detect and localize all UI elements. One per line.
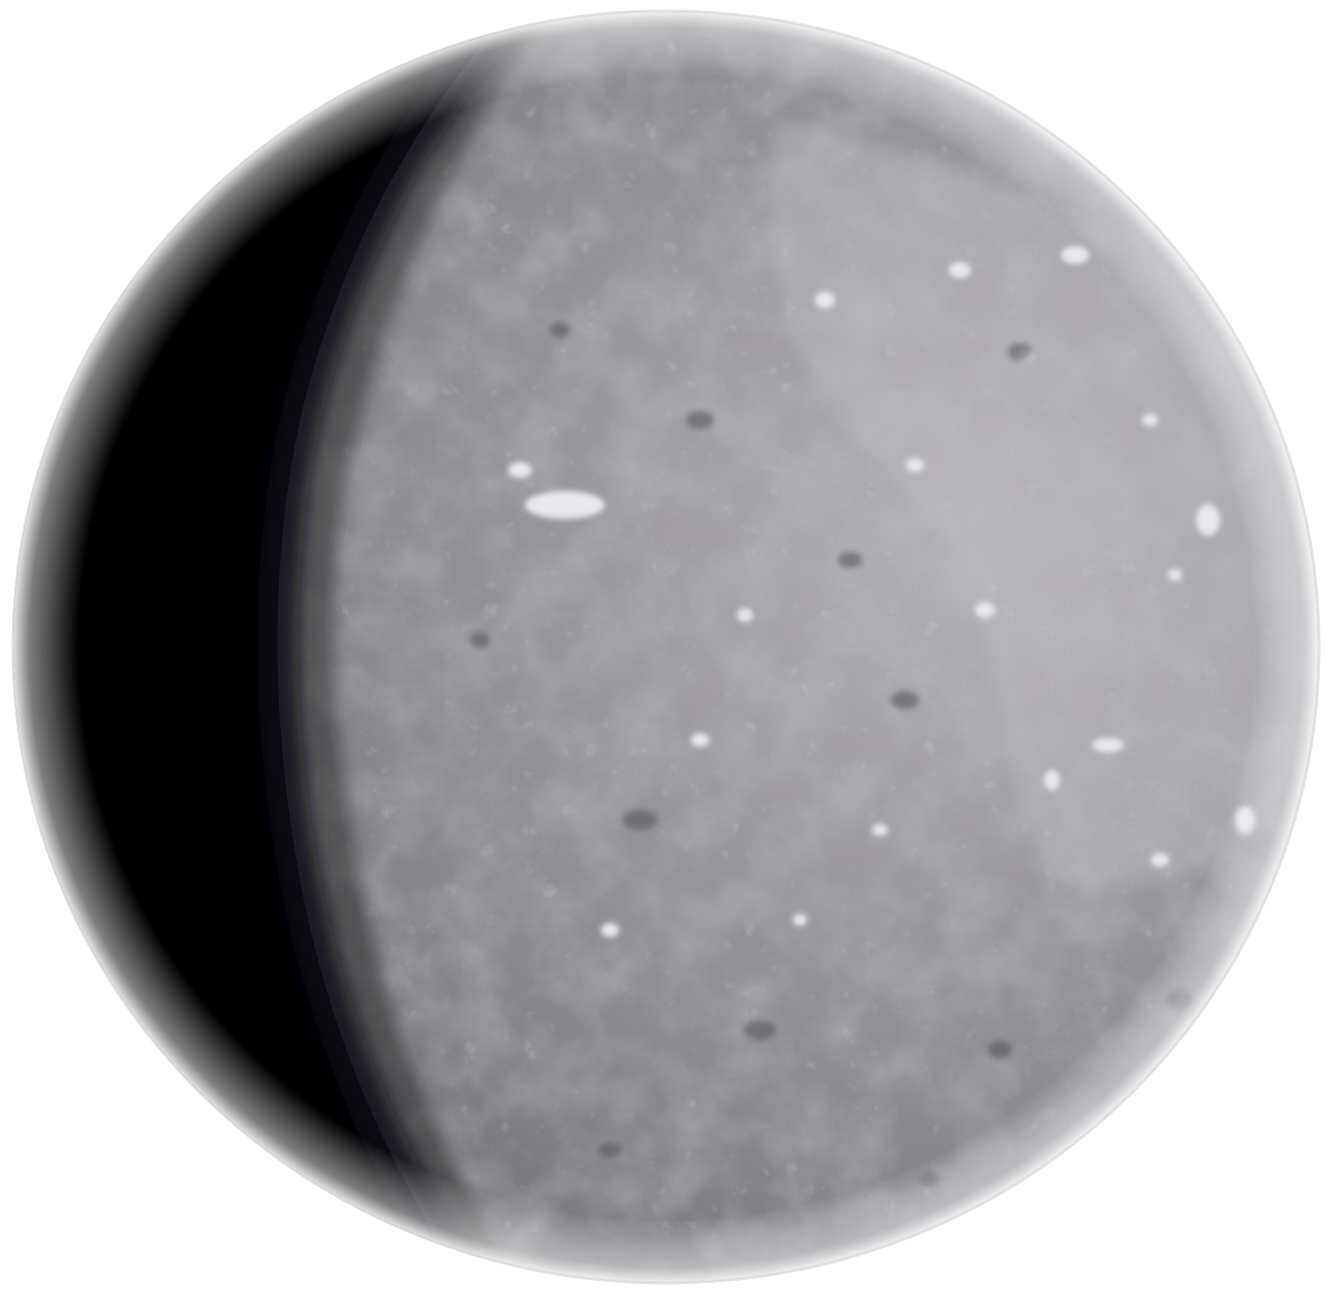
planet-outline (11, 9, 1321, 1285)
limb-glow (13, 11, 1319, 1283)
